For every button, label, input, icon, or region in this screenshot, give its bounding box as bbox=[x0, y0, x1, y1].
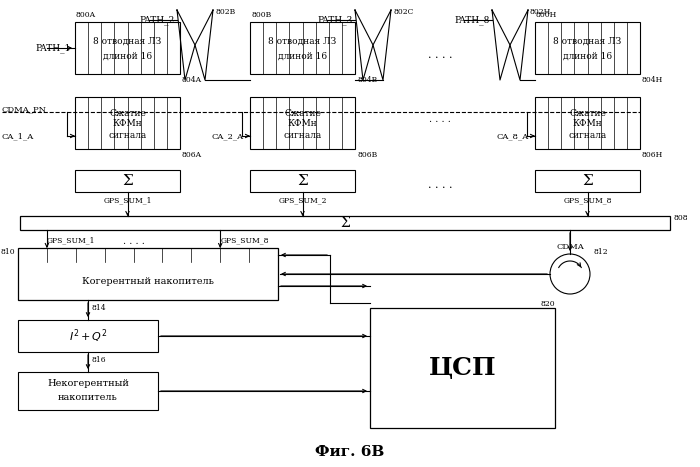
Text: GPS_SUM_8: GPS_SUM_8 bbox=[220, 236, 269, 244]
Text: 802H: 802H bbox=[530, 8, 552, 16]
Text: Сжатие: Сжатие bbox=[284, 108, 321, 118]
Text: 808: 808 bbox=[673, 214, 687, 222]
Text: CA_2_A: CA_2_A bbox=[212, 132, 244, 140]
Text: 814: 814 bbox=[92, 304, 106, 312]
Text: 800H: 800H bbox=[536, 11, 557, 19]
Bar bbox=[250, 22, 355, 74]
Text: сигнала: сигнала bbox=[284, 130, 321, 140]
Bar bbox=[250, 170, 355, 192]
Text: КФМн: КФМн bbox=[573, 120, 603, 128]
Text: ЦСП: ЦСП bbox=[428, 356, 496, 380]
Text: GPS_SUM_8: GPS_SUM_8 bbox=[564, 196, 612, 204]
Text: сигнала: сигнала bbox=[568, 130, 607, 140]
Text: Σ: Σ bbox=[582, 174, 593, 188]
Text: 816: 816 bbox=[92, 356, 106, 364]
Text: GPS_SUM_2: GPS_SUM_2 bbox=[279, 196, 327, 204]
Text: Фиг. 6В: Фиг. 6В bbox=[315, 445, 385, 459]
Text: Σ: Σ bbox=[297, 174, 308, 188]
Bar bbox=[370, 308, 555, 428]
Text: 804A: 804A bbox=[182, 76, 202, 84]
Bar bbox=[535, 170, 640, 192]
Text: сигнала: сигнала bbox=[108, 130, 146, 140]
Bar bbox=[18, 320, 158, 352]
Text: 820: 820 bbox=[540, 300, 555, 308]
Text: Сжатие: Сжатие bbox=[109, 108, 146, 118]
Text: . . . .: . . . . bbox=[428, 50, 452, 60]
Text: 8 отводная ЛЗ: 8 отводная ЛЗ bbox=[554, 36, 622, 45]
Text: 804H: 804H bbox=[642, 76, 664, 84]
Text: длиной 16: длиной 16 bbox=[563, 51, 612, 61]
Text: CA_8_A: CA_8_A bbox=[497, 132, 529, 140]
Bar bbox=[535, 97, 640, 149]
Text: PATH_3: PATH_3 bbox=[318, 15, 353, 25]
Text: 806B: 806B bbox=[357, 151, 377, 159]
Text: Σ: Σ bbox=[340, 216, 350, 230]
Text: PATH_8: PATH_8 bbox=[454, 15, 490, 25]
Text: Σ: Σ bbox=[122, 174, 133, 188]
Text: GPS_SUM_1: GPS_SUM_1 bbox=[104, 196, 152, 204]
Bar bbox=[20, 216, 670, 230]
Text: 800B: 800B bbox=[251, 11, 272, 19]
Text: КФМн: КФМн bbox=[288, 120, 317, 128]
Text: 806H: 806H bbox=[642, 151, 664, 159]
Text: 802B: 802B bbox=[215, 8, 235, 16]
Text: CA_1_A: CA_1_A bbox=[2, 132, 34, 140]
Text: 8 отводная ЛЗ: 8 отводная ЛЗ bbox=[93, 36, 162, 45]
Text: 812: 812 bbox=[594, 248, 608, 256]
Text: КФМн: КФМн bbox=[113, 120, 142, 128]
Text: . . . .: . . . . bbox=[428, 180, 452, 190]
Text: CDMA_PN: CDMA_PN bbox=[2, 105, 47, 113]
Text: длиной 16: длиной 16 bbox=[278, 51, 327, 61]
Bar bbox=[75, 97, 180, 149]
Text: Сжатие: Сжатие bbox=[569, 108, 606, 118]
Bar bbox=[535, 22, 640, 74]
Text: Когерентный накопитель: Когерентный накопитель bbox=[82, 276, 214, 285]
Text: Некогерентный: Некогерентный bbox=[47, 380, 129, 389]
Bar bbox=[250, 97, 355, 149]
Text: GPS_SUM_1: GPS_SUM_1 bbox=[47, 236, 95, 244]
Text: 810: 810 bbox=[1, 248, 15, 256]
Bar bbox=[18, 248, 278, 300]
Text: 806A: 806A bbox=[182, 151, 202, 159]
Text: 804B: 804B bbox=[357, 76, 377, 84]
Text: $I^2+Q^2$: $I^2+Q^2$ bbox=[69, 327, 107, 345]
Text: 8 отводная ЛЗ: 8 отводная ЛЗ bbox=[268, 36, 337, 45]
Text: PATH_2: PATH_2 bbox=[140, 15, 175, 25]
Text: длиной 16: длиной 16 bbox=[103, 51, 152, 61]
Text: CDMA: CDMA bbox=[556, 243, 584, 251]
Text: 800A: 800A bbox=[76, 11, 96, 19]
Text: . . . .: . . . . bbox=[429, 115, 451, 125]
Text: . . . .: . . . . bbox=[122, 238, 144, 247]
Bar bbox=[75, 22, 180, 74]
Text: PATH_1: PATH_1 bbox=[36, 43, 71, 53]
Bar bbox=[18, 372, 158, 410]
Text: накопитель: накопитель bbox=[58, 394, 118, 403]
Text: 802C: 802C bbox=[393, 8, 414, 16]
Bar bbox=[75, 170, 180, 192]
